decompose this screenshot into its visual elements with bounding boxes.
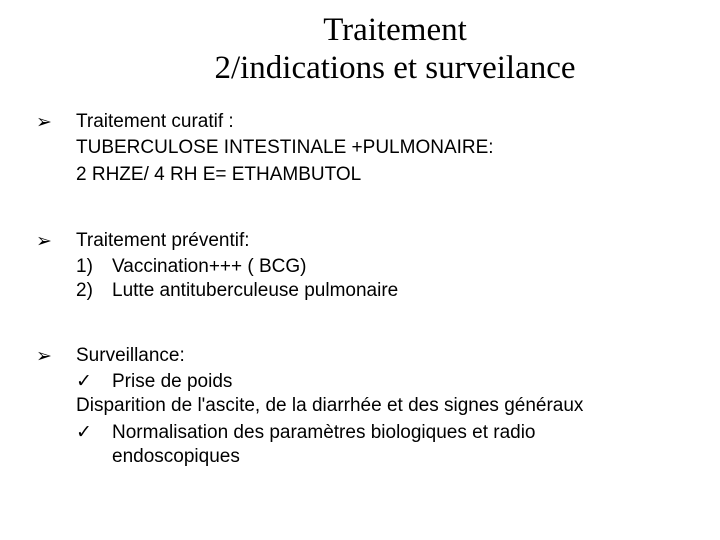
surveillance-plain-line: Disparition de l'ascite, de la diarrhée … [76,394,680,418]
section-preventif: ➢ Traitement préventif: 1) Vaccination++… [36,229,680,304]
section-curatif: ➢ Traitement curatif : TUBERCULOSE INTES… [36,110,680,189]
item-text: Prise de poids [112,370,232,394]
list-item: ✓ Normalisation des paramètres biologiqu… [76,421,680,445]
section-surveillance: ➢ Surveillance: ✓ Prise de poids Dispari… [36,344,680,470]
slide-content: ➢ Traitement curatif : TUBERCULOSE INTES… [0,88,720,469]
surveillance-heading: Surveillance: [76,344,680,368]
item-text: Lutte antituberculeuse pulmonaire [112,279,398,303]
check-icon: ✓ [76,421,112,445]
curatif-heading: Traitement curatif : [76,110,680,134]
preventif-heading: Traitement préventif: [76,229,680,253]
list-item: 1) Vaccination+++ ( BCG) [76,255,680,279]
list-item: 2) Lutte antituberculeuse pulmonaire [76,279,680,303]
item-number: 2) [76,279,112,303]
bullet-arrow-icon: ➢ [36,110,76,189]
bullet-arrow-icon: ➢ [36,229,76,304]
list-item: ✓ Prise de poids [76,370,680,394]
slide-title: Traitement 2/indications et surveilance [0,0,720,88]
title-line-2: 2/indications et surveilance [214,50,575,86]
item-text: Normalisation des paramètres biologiques… [112,421,536,445]
section-preventif-body: Traitement préventif: 1) Vaccination+++ … [76,229,680,304]
item-text: Vaccination+++ ( BCG) [112,255,307,279]
item-number: 1) [76,255,112,279]
curatif-line1: TUBERCULOSE INTESTINALE +PULMONAIRE: [76,136,680,160]
check-icon: ✓ [76,370,112,394]
surveillance-list: ✓ Prise de poids Disparition de l'ascite… [76,370,680,469]
item-text-cont: endoscopiques [76,445,680,469]
section-curatif-body: Traitement curatif : TUBERCULOSE INTESTI… [76,110,680,189]
section-surveillance-body: Surveillance: ✓ Prise de poids Dispariti… [76,344,680,470]
title-line-1: Traitement [323,12,467,48]
preventif-list: 1) Vaccination+++ ( BCG) 2) Lutte antitu… [76,255,680,304]
bullet-arrow-icon: ➢ [36,344,76,470]
curatif-line2: 2 RHZE/ 4 RH E= ETHAMBUTOL [76,163,680,187]
